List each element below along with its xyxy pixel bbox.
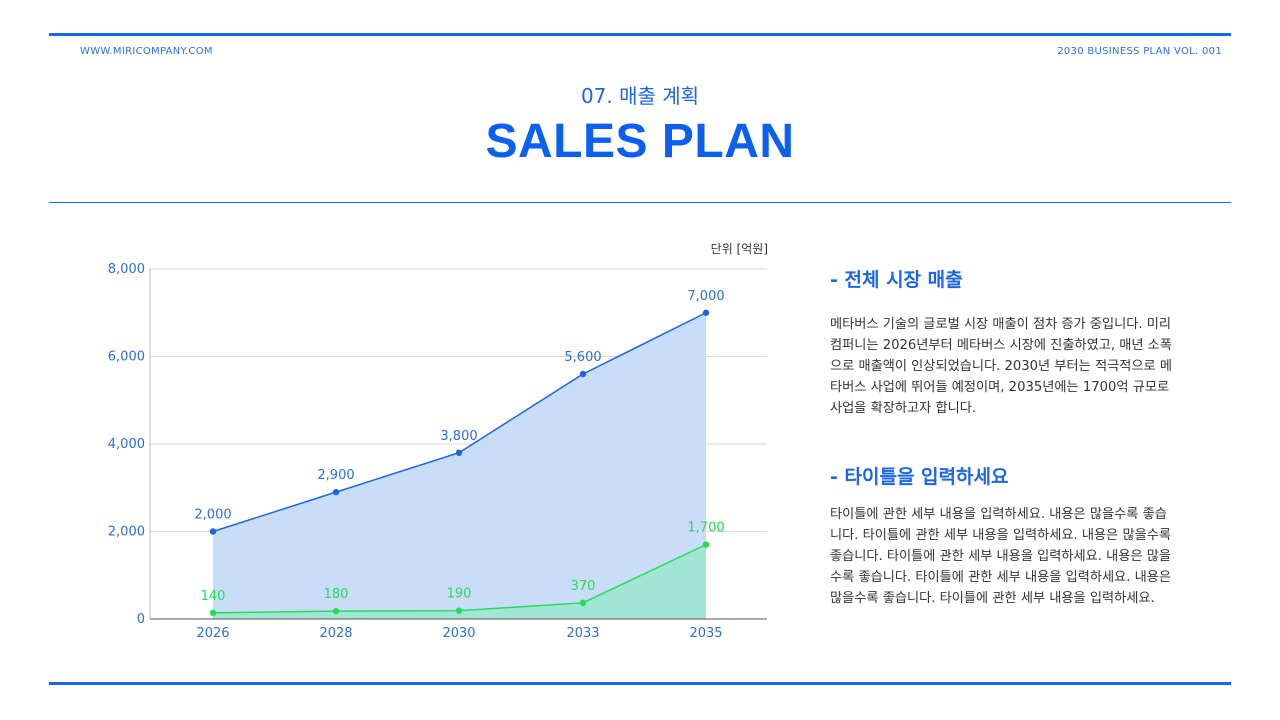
- data-labels: 2,000 2,900 3,800 5,600 7,000 140 180 190 370 1,7…: [194, 289, 724, 604]
- section-body: 메타버스 기술의 글로벌 시장 매출이 점차 증가 중입니다. 미리컴퍼니는 2…: [830, 317, 1172, 416]
- x-tick-label: 2026: [196, 626, 229, 641]
- unit-label: 단위 [억원]: [711, 242, 768, 256]
- title-input-section: - 타이틀을 입력하세요 타이틀에 관한 세부 내용을 입력하세요. 내용은 많…: [830, 462, 1175, 609]
- y-tick-label: 6,000: [108, 350, 145, 365]
- total-market-data-label: 3,800: [440, 429, 477, 444]
- section-heading: - 전체 시장 매출: [830, 269, 963, 291]
- company-data-label: 370: [571, 579, 596, 594]
- total-market-data-label: 2,900: [317, 468, 354, 483]
- x-tick-label: 2033: [566, 626, 599, 641]
- top-rule: [49, 33, 1231, 36]
- company-point: [702, 541, 710, 548]
- total-market-point: [579, 370, 587, 378]
- total-market-data-label: 2,000: [194, 508, 231, 523]
- bottom-rule: [49, 682, 1231, 685]
- series-areas: [213, 312, 706, 619]
- y-tick-label: 8,000: [108, 262, 145, 277]
- y-tick-label: 2,000: [108, 525, 145, 540]
- total-market-point: [332, 488, 340, 496]
- y-tick-label: 0: [137, 612, 145, 627]
- section-body: 타이틀에 관한 세부 내용을 입력하세요. 내용은 많을수록 좋습니다. 타이틀…: [830, 507, 1172, 606]
- company-data-label: 140: [201, 589, 226, 604]
- x-tick-label: 2035: [689, 626, 722, 641]
- total-market-area: [213, 312, 706, 619]
- x-tick-label: 2028: [319, 626, 352, 641]
- total-market-section: - 전체 시장 매출 메타버스 기술의 글로벌 시장 매출이 점차 증가 중입니…: [830, 265, 1175, 419]
- y-tick-label: 4,000: [108, 437, 145, 452]
- company-point: [579, 599, 587, 607]
- company-area: [213, 544, 706, 619]
- company-point: [455, 607, 463, 614]
- total-market-data-label: 7,000: [687, 289, 724, 304]
- company-point: [209, 609, 217, 617]
- page-title: SALES PLAN: [485, 115, 795, 168]
- company-data-label: 190: [447, 587, 472, 602]
- axes: 0 2,000 4,000 6,000 8,000 2026 2028 2030 2033 203…: [108, 262, 767, 641]
- x-tick-label: 2030: [442, 626, 475, 641]
- company-point: [332, 607, 340, 615]
- data-points: [209, 309, 710, 617]
- company-data-label: 1,700: [687, 521, 724, 536]
- total-market-point: [209, 528, 217, 535]
- total-market-point: [455, 449, 463, 456]
- company-data-label: 180: [324, 587, 349, 602]
- total-market-point: [702, 309, 710, 316]
- section-heading: - 타이틀을 입력하세요: [830, 466, 1009, 488]
- divider-rule: [49, 202, 1231, 203]
- sales-area-chart: 단위 [억원] 2,000 2,900 3,800 5,600 7,000 140 180 1…: [108, 242, 768, 641]
- website-label: WWW.MIRICOMPANY.COM: [80, 46, 213, 57]
- plan-label: 2030 BUSINESS PLAN VOL. 001: [1057, 46, 1222, 57]
- total-market-data-label: 5,600: [564, 350, 601, 365]
- page-subtitle: 07. 매출 계획: [580, 84, 700, 108]
